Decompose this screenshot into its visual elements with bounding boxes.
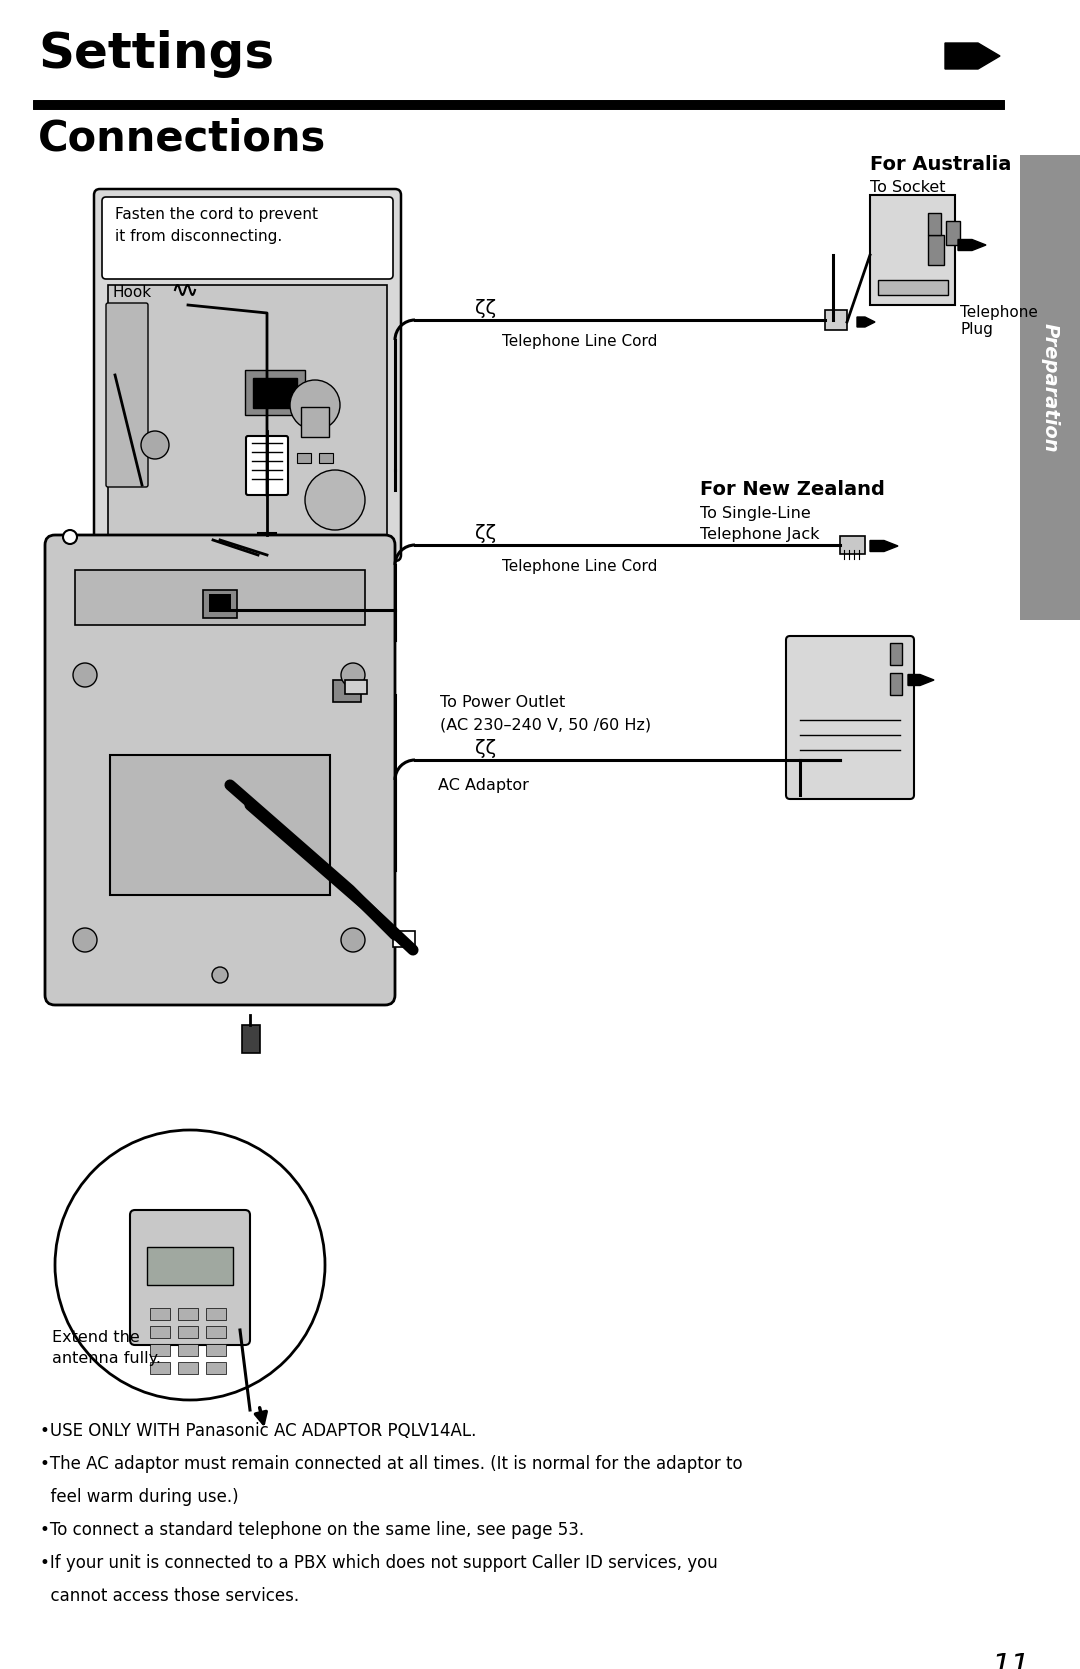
Circle shape xyxy=(291,381,340,431)
Bar xyxy=(825,310,847,330)
FancyArrow shape xyxy=(858,317,875,327)
Bar xyxy=(75,571,365,624)
Circle shape xyxy=(73,928,97,951)
FancyArrow shape xyxy=(908,674,934,686)
Text: For New Zealand: For New Zealand xyxy=(700,481,885,499)
Bar xyxy=(150,1362,170,1374)
Bar xyxy=(890,673,902,694)
Text: •USE ONLY WITH Panasonic AC ADAPTOR PQLV14AL.: •USE ONLY WITH Panasonic AC ADAPTOR PQLV… xyxy=(40,1422,476,1440)
Bar xyxy=(890,643,902,664)
FancyArrow shape xyxy=(870,541,897,551)
Bar xyxy=(178,1344,198,1355)
FancyBboxPatch shape xyxy=(45,536,395,1005)
Bar xyxy=(253,377,297,407)
Text: feel warm during use.): feel warm during use.) xyxy=(40,1489,239,1505)
Bar xyxy=(108,285,387,556)
Text: ζζ: ζζ xyxy=(474,739,496,758)
Bar xyxy=(206,1325,226,1339)
Text: To Socket: To Socket xyxy=(870,180,945,195)
Circle shape xyxy=(341,928,365,951)
Text: For Australia: For Australia xyxy=(870,155,1011,174)
FancyBboxPatch shape xyxy=(130,1210,249,1345)
Bar xyxy=(840,536,865,554)
Bar xyxy=(206,1344,226,1355)
FancyBboxPatch shape xyxy=(786,636,914,799)
Text: Telephone
Plug: Telephone Plug xyxy=(960,305,1038,337)
Bar xyxy=(393,931,415,946)
Bar xyxy=(150,1308,170,1320)
Text: cannot access those services.: cannot access those services. xyxy=(40,1587,299,1606)
Bar xyxy=(206,1362,226,1374)
Text: To Power Outlet
(AC 230–240 V, 50 /60 Hz): To Power Outlet (AC 230–240 V, 50 /60 Hz… xyxy=(440,694,651,733)
Text: To Single-Line
Telephone Jack: To Single-Line Telephone Jack xyxy=(700,506,820,542)
Bar xyxy=(206,1308,226,1320)
FancyBboxPatch shape xyxy=(94,189,401,561)
Bar xyxy=(928,214,941,235)
Bar xyxy=(242,1025,260,1053)
Bar xyxy=(178,1362,198,1374)
Circle shape xyxy=(63,531,77,544)
Text: Connections: Connections xyxy=(38,118,326,160)
FancyBboxPatch shape xyxy=(102,197,393,279)
Bar xyxy=(203,591,237,618)
FancyArrow shape xyxy=(945,43,1000,68)
Text: ζζ: ζζ xyxy=(474,524,496,542)
FancyBboxPatch shape xyxy=(246,436,288,496)
Bar xyxy=(147,1247,233,1285)
Bar xyxy=(319,452,333,462)
Text: Settings: Settings xyxy=(38,30,274,78)
Bar xyxy=(345,679,367,694)
Text: Preparation: Preparation xyxy=(1040,324,1059,452)
Bar xyxy=(110,754,330,895)
Text: •If your unit is connected to a PBX which does not support Caller ID services, y: •If your unit is connected to a PBX whic… xyxy=(40,1554,718,1572)
Bar xyxy=(178,1308,198,1320)
Text: 11: 11 xyxy=(991,1652,1030,1669)
Circle shape xyxy=(73,663,97,688)
Text: •The AC adaptor must remain connected at all times. (It is normal for the adapto: •The AC adaptor must remain connected at… xyxy=(40,1455,743,1474)
FancyBboxPatch shape xyxy=(106,304,148,487)
Circle shape xyxy=(305,471,365,531)
Text: Extend the
antenna fully.: Extend the antenna fully. xyxy=(52,1330,161,1365)
Circle shape xyxy=(55,1130,325,1400)
Bar xyxy=(178,1325,198,1339)
Bar xyxy=(870,195,955,305)
Bar xyxy=(245,371,305,416)
Bar xyxy=(928,235,944,265)
Text: ζζ: ζζ xyxy=(474,299,496,319)
FancyArrow shape xyxy=(958,239,986,250)
Circle shape xyxy=(341,663,365,688)
Bar xyxy=(333,679,361,703)
Bar xyxy=(150,1325,170,1339)
Text: •To connect a standard telephone on the same line, see page 53.: •To connect a standard telephone on the … xyxy=(40,1520,584,1539)
Bar xyxy=(297,452,311,462)
Bar xyxy=(258,532,276,547)
Text: Telephone Line Cord: Telephone Line Cord xyxy=(502,334,658,349)
Text: Fasten the cord to prevent
it from disconnecting.: Fasten the cord to prevent it from disco… xyxy=(114,207,318,244)
Circle shape xyxy=(141,431,168,459)
Bar xyxy=(150,1344,170,1355)
Text: AC Adaptor: AC Adaptor xyxy=(438,778,529,793)
Bar xyxy=(301,407,329,437)
Text: Telephone Line Cord: Telephone Line Cord xyxy=(502,559,658,574)
Bar xyxy=(210,594,231,613)
Bar xyxy=(946,220,960,245)
Bar xyxy=(878,280,948,295)
Text: Hook: Hook xyxy=(112,285,151,300)
Circle shape xyxy=(212,966,228,983)
Bar xyxy=(1020,155,1080,619)
